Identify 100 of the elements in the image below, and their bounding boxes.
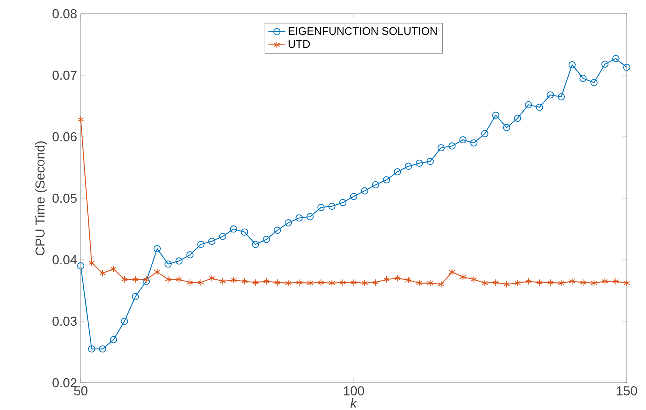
point xyxy=(372,279,379,286)
y-tick-label: 0.08 xyxy=(52,9,77,19)
point xyxy=(405,162,412,170)
point xyxy=(154,268,161,276)
point xyxy=(110,336,118,344)
point xyxy=(219,233,227,240)
point xyxy=(427,280,434,287)
point xyxy=(405,276,412,284)
point xyxy=(526,278,532,286)
point xyxy=(110,266,117,273)
point xyxy=(176,258,183,265)
point xyxy=(132,293,140,300)
point xyxy=(198,241,205,248)
point xyxy=(372,181,380,189)
point xyxy=(122,276,128,284)
point xyxy=(284,220,292,227)
y-tick-label: 0.05 xyxy=(52,194,77,204)
point xyxy=(438,144,445,152)
y-tick-label: 0.03 xyxy=(52,316,77,326)
point xyxy=(328,202,336,210)
point xyxy=(350,193,358,200)
point xyxy=(77,262,85,270)
point xyxy=(536,279,543,286)
point xyxy=(318,279,324,286)
point xyxy=(394,168,402,176)
point xyxy=(624,280,630,287)
point xyxy=(296,279,303,286)
point xyxy=(198,279,204,286)
point xyxy=(242,278,248,286)
point xyxy=(100,270,106,278)
point xyxy=(241,228,248,236)
point xyxy=(383,176,390,184)
point xyxy=(416,160,424,168)
point xyxy=(580,279,586,286)
point xyxy=(602,278,608,286)
y-tick-label: 0.04 xyxy=(52,255,78,265)
point xyxy=(547,279,554,286)
point xyxy=(154,245,162,253)
point xyxy=(492,112,500,120)
point xyxy=(504,281,510,288)
point xyxy=(132,276,139,284)
point xyxy=(602,60,609,68)
point xyxy=(416,280,423,287)
point xyxy=(591,280,598,287)
point xyxy=(164,260,172,268)
point xyxy=(481,130,489,138)
point xyxy=(438,281,445,288)
point xyxy=(318,204,325,212)
point xyxy=(525,101,532,109)
point xyxy=(186,251,194,259)
point xyxy=(580,74,587,82)
point xyxy=(569,278,576,286)
point xyxy=(590,79,598,86)
x-tick-label: 50 xyxy=(74,386,88,396)
legend-label: UTD xyxy=(288,40,310,48)
point xyxy=(514,114,522,122)
point xyxy=(460,274,466,281)
point xyxy=(176,276,182,284)
point xyxy=(307,280,314,287)
point xyxy=(78,116,84,124)
point xyxy=(285,280,292,287)
point xyxy=(568,61,576,69)
point xyxy=(362,280,368,287)
point xyxy=(187,279,194,286)
point xyxy=(460,136,467,144)
y-tick-label: 0.02 xyxy=(52,378,77,388)
point xyxy=(448,142,456,150)
point xyxy=(384,276,390,284)
point xyxy=(99,346,106,353)
point xyxy=(470,140,478,147)
point xyxy=(558,280,565,287)
point xyxy=(623,64,631,72)
point xyxy=(503,124,510,132)
point xyxy=(492,279,500,286)
point xyxy=(340,279,346,286)
point xyxy=(339,199,347,206)
point xyxy=(88,346,96,353)
point xyxy=(350,279,358,286)
point xyxy=(482,280,488,287)
point xyxy=(361,188,369,195)
point xyxy=(449,268,456,276)
point xyxy=(536,104,544,112)
x-axis-title: k xyxy=(350,398,358,408)
point xyxy=(296,214,303,222)
point xyxy=(220,278,226,286)
point xyxy=(612,278,620,286)
y-axis-title: CPU Time (Second) xyxy=(35,142,48,256)
point xyxy=(306,213,314,221)
point xyxy=(263,236,270,244)
point xyxy=(274,279,281,286)
point xyxy=(252,241,260,248)
point xyxy=(558,93,566,101)
point xyxy=(230,276,238,284)
point xyxy=(230,226,238,233)
point xyxy=(274,226,282,234)
point xyxy=(88,259,96,267)
point xyxy=(426,158,434,166)
point xyxy=(329,280,336,287)
point xyxy=(121,318,128,326)
x-tick-label: 150 xyxy=(617,386,638,396)
